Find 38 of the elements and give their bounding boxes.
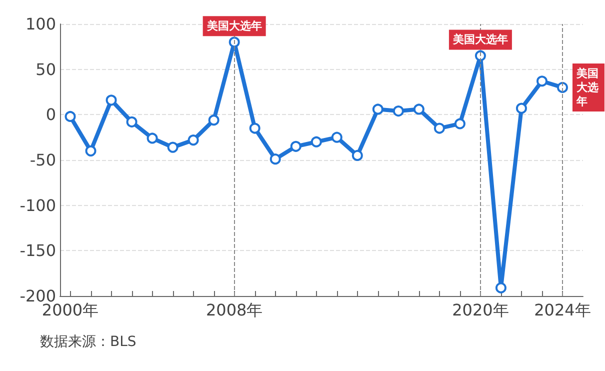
- point: [64, 110, 76, 122]
- point: [249, 122, 260, 134]
- point: [474, 50, 486, 62]
- point: [352, 150, 363, 161]
- point: [372, 104, 384, 115]
- x-tick-label: 2020年: [452, 300, 509, 320]
- source-note: 数据来源：BLS: [40, 334, 136, 350]
- point: [188, 134, 199, 146]
- x-tick-label: 2024年: [534, 300, 591, 320]
- point: [310, 136, 322, 148]
- point: [495, 282, 506, 294]
- annotation: 美国大选年: [575, 66, 598, 108]
- point: [392, 106, 404, 117]
- point: [454, 118, 466, 130]
- point: [331, 132, 342, 143]
- point: [228, 36, 240, 48]
- y-tick-label: 100: [25, 14, 56, 34]
- point: [85, 145, 96, 156]
- point: [434, 122, 445, 134]
- y-tick-label: 50: [36, 60, 56, 79]
- point: [270, 154, 281, 165]
- annotation: 美国大选年: [452, 33, 508, 46]
- point: [126, 116, 138, 128]
- y-tick-label: 0: [46, 105, 56, 124]
- annotation: 美国大选年: [206, 20, 262, 33]
- y-tick-label: -150: [20, 241, 56, 260]
- point: [167, 142, 178, 153]
- y-tick-label: -100: [20, 196, 56, 215]
- x-tick-label: 2008年: [206, 300, 263, 320]
- point: [106, 94, 117, 106]
- point: [208, 114, 220, 126]
- point: [516, 102, 527, 114]
- point: [413, 104, 424, 115]
- point: [146, 132, 158, 144]
- point: [536, 76, 548, 87]
- x-tick-label: 2000年: [42, 300, 99, 320]
- y-tick-label: -50: [30, 150, 56, 170]
- point: [290, 140, 302, 152]
